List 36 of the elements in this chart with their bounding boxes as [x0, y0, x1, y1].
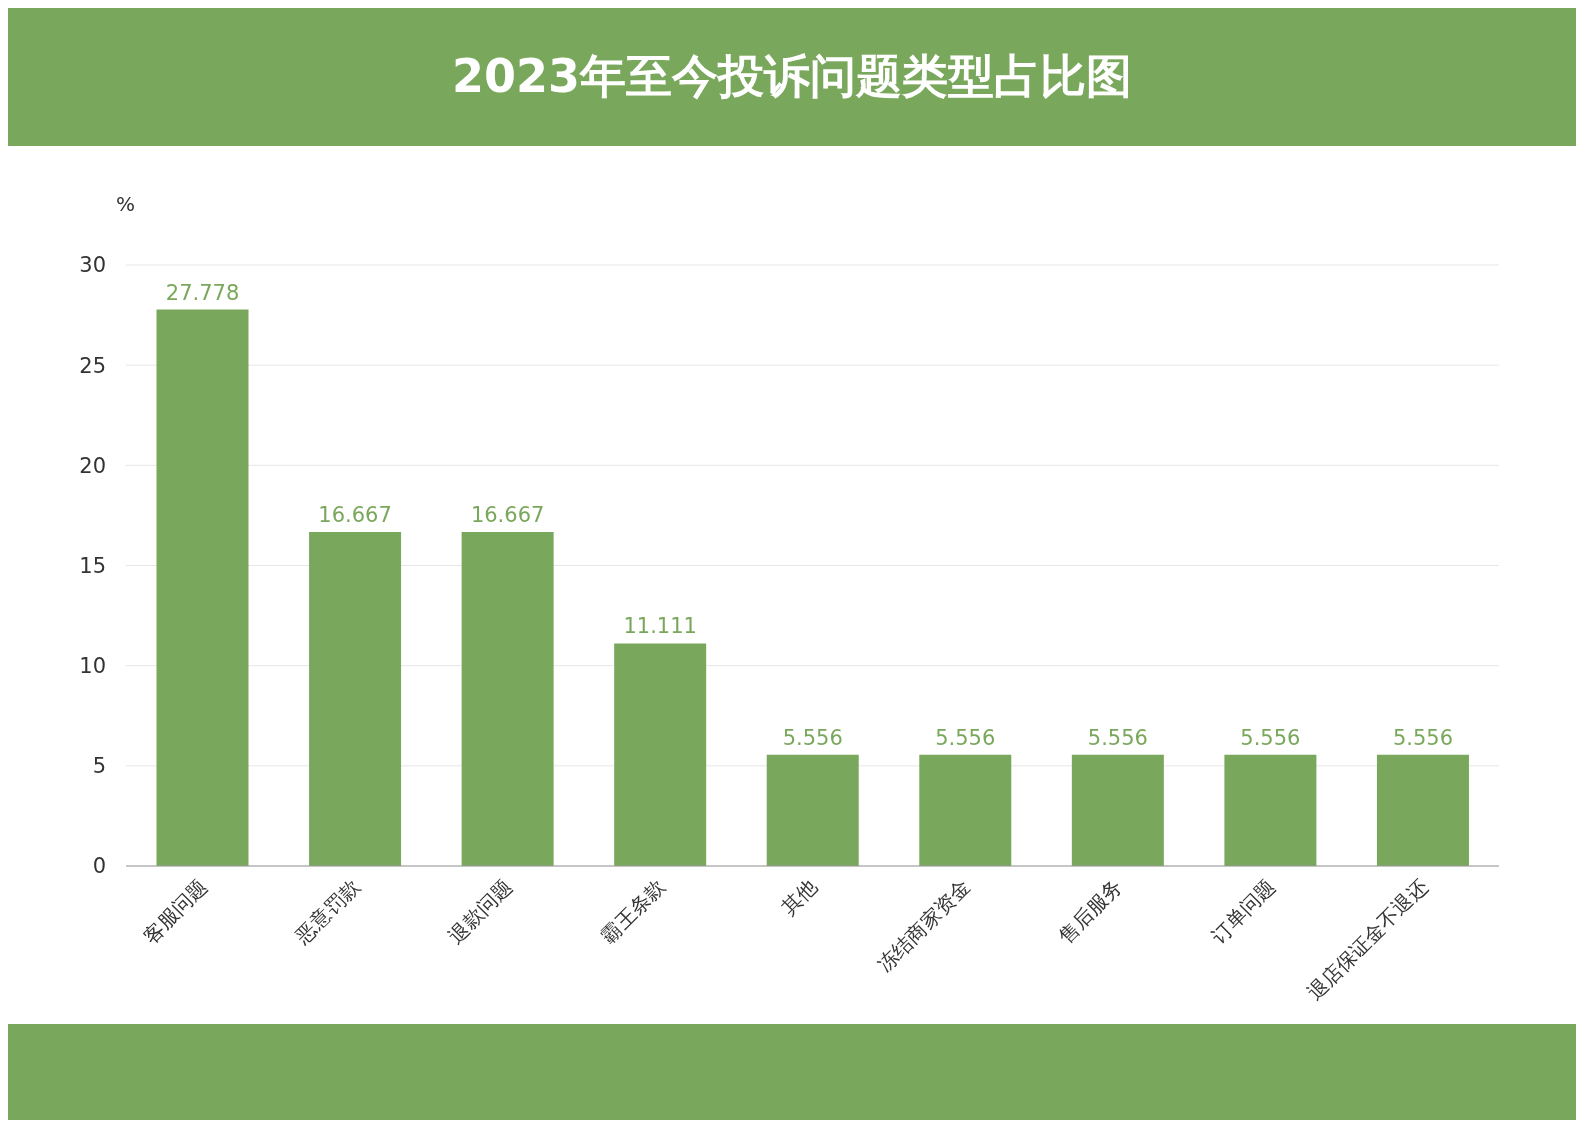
y-tick-label: 0 — [92, 854, 106, 879]
data-label: 27.778 — [165, 280, 240, 305]
x-tick-label: 其他 — [776, 874, 823, 920]
data-label: 5.556 — [935, 725, 996, 750]
data-label: 5.556 — [1087, 725, 1148, 750]
bar — [766, 754, 859, 866]
data-label: 16.667 — [470, 503, 545, 528]
data-label: 5.556 — [782, 725, 843, 750]
x-tick-label: 售后服务 — [1053, 874, 1128, 949]
y-tick-label: 15 — [79, 553, 106, 578]
x-tick-label: 退店保证金不退还 — [1302, 874, 1433, 1005]
bar — [1224, 754, 1317, 866]
y-axis-title: % — [116, 192, 136, 216]
y-tick-label: 5 — [92, 754, 106, 779]
y-tick-label: 25 — [79, 353, 106, 378]
bar — [614, 643, 707, 866]
data-label: 16.667 — [318, 503, 392, 528]
data-label: 5.556 — [1240, 725, 1301, 750]
x-tick-label: 霸王条款 — [595, 874, 670, 949]
x-tick-label: 恶意罚款 — [290, 874, 365, 949]
bar — [919, 754, 1012, 866]
bar — [1376, 754, 1469, 866]
data-label: 5.556 — [1392, 725, 1454, 750]
bar — [461, 532, 554, 866]
y-tick-label: 30 — [79, 253, 106, 278]
bar — [156, 309, 249, 866]
x-tick-label: 客服问题 — [138, 874, 212, 949]
chart-title: 2023年至今投诉问题类型占比图 — [8, 8, 1576, 146]
x-tick-label: 订单问题 — [1206, 874, 1280, 949]
bar — [309, 532, 402, 866]
bar — [1071, 754, 1164, 866]
x-tick-label: 冻结商家资金 — [872, 874, 975, 977]
y-tick-label: 20 — [79, 453, 106, 478]
data-label: 11.111 — [623, 614, 697, 639]
x-tick-label: 退款问题 — [443, 874, 517, 949]
y-tick-label: 10 — [79, 654, 106, 679]
